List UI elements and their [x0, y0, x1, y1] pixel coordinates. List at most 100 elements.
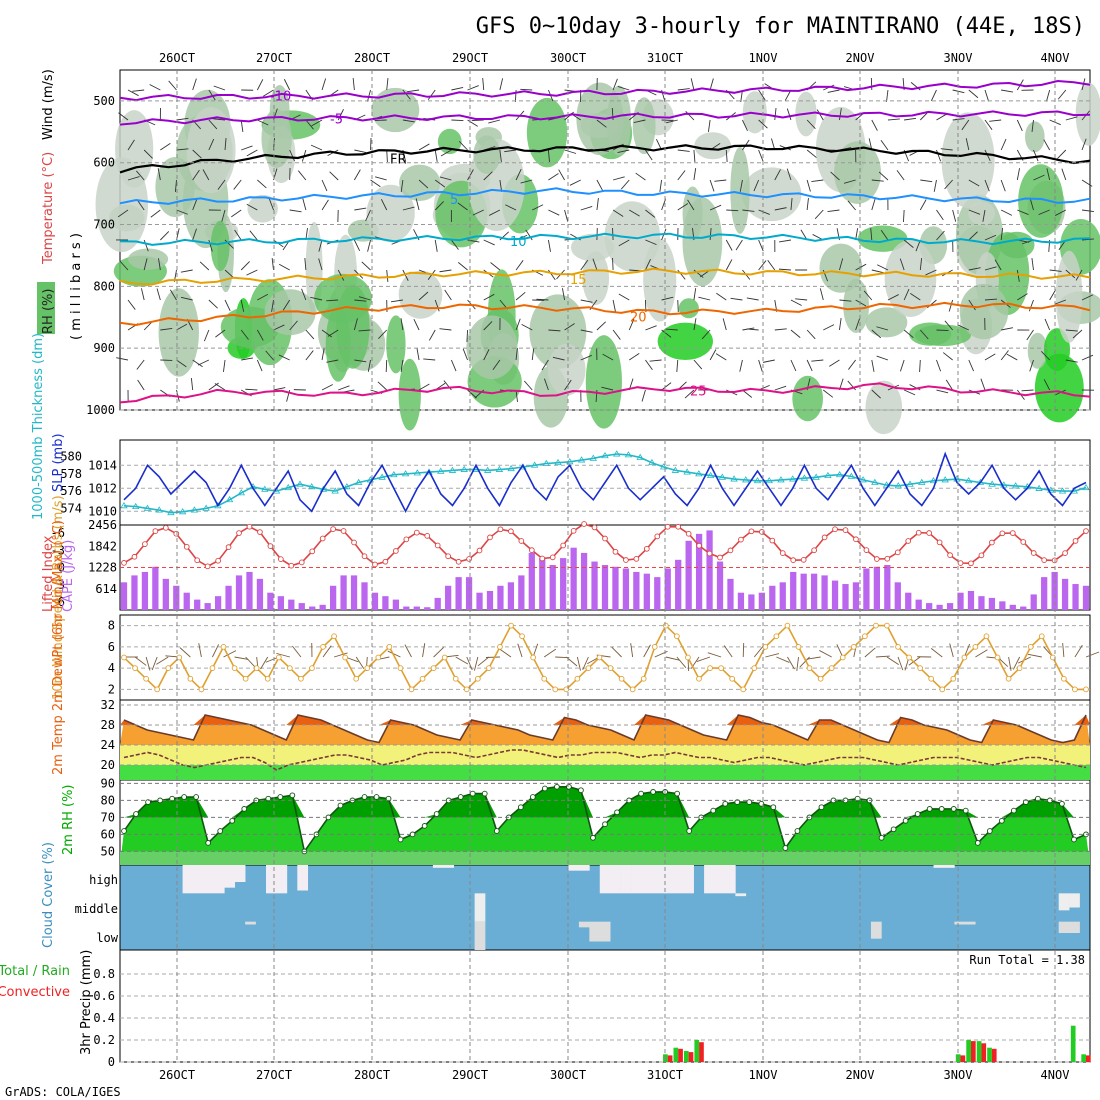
temp-ytick: 28 — [101, 718, 115, 732]
sfc-wind-barb — [499, 648, 512, 658]
wind-speed-line-marker — [1038, 633, 1045, 640]
lifted-index-line-marker — [999, 530, 1006, 537]
rh-shade-patch — [582, 251, 610, 306]
wind-barb — [596, 119, 607, 128]
cape-bar — [936, 604, 943, 610]
wind-speed-line-marker — [463, 686, 470, 693]
upper-ytick: 900 — [93, 341, 115, 355]
chart-title: GFS 0~10day 3-hourly for MAINTIRANO (44E… — [476, 14, 1085, 39]
wind-barb — [1081, 209, 1094, 213]
cloud-ytick: middle — [75, 902, 118, 916]
wind-speed-line-marker — [386, 644, 393, 650]
wind-barb — [984, 89, 990, 102]
cape-bar — [654, 577, 661, 610]
wind-barb — [1000, 179, 1006, 192]
temp-area — [120, 715, 1090, 745]
cape-ylabel-left: Lifted Index — [41, 535, 56, 612]
precip-convective-bar — [667, 1055, 673, 1062]
rh-line-marker — [578, 787, 584, 794]
wind-barb — [596, 179, 604, 191]
lifted-index-line-marker — [549, 554, 556, 561]
wind-speed-line-marker — [121, 654, 127, 661]
wind-barb — [685, 110, 695, 121]
wind-barb — [742, 119, 748, 132]
rh-shade-patch — [1027, 332, 1048, 369]
wind-barb — [677, 203, 689, 211]
lifted-index-line-marker — [225, 544, 232, 551]
cape-bar — [131, 575, 138, 610]
thickness-line-marker — [225, 495, 234, 503]
wind-barb — [1072, 329, 1083, 339]
lifted-index-line-marker — [915, 529, 922, 536]
wind-barb — [1065, 329, 1078, 332]
sfc-wind-barb — [276, 652, 290, 658]
sfc-wind-barb — [245, 656, 256, 668]
wind-speed-line-marker — [850, 644, 857, 650]
thickness-line-marker — [824, 471, 832, 478]
wind-barb — [375, 176, 387, 181]
wind-barb — [515, 260, 524, 271]
wind-barb — [118, 112, 129, 121]
rh-ytick: 60 — [101, 827, 115, 841]
sfc-wind-barb — [875, 655, 890, 658]
sfc-wind-barb — [819, 650, 832, 658]
wind-barb — [289, 209, 302, 213]
wind-barb — [1000, 228, 1004, 241]
wind-barb — [903, 209, 905, 223]
wind-speed-line-marker — [795, 644, 802, 650]
wind-barb — [904, 117, 917, 121]
thickness-line-marker — [929, 476, 938, 484]
wind-barb — [919, 359, 921, 373]
cape-bar — [926, 603, 933, 610]
wind-barb — [779, 239, 792, 243]
wind-barb — [488, 119, 501, 124]
thickness-line-marker — [390, 470, 398, 478]
rh-line-marker — [926, 806, 933, 812]
thickness-line-marker — [202, 504, 210, 511]
wind-barb — [596, 198, 599, 211]
wind-barb — [1049, 269, 1062, 272]
wind-barb — [876, 326, 889, 331]
wind-barb — [520, 179, 533, 184]
wind-speed-line-marker — [718, 665, 724, 671]
wind-barb — [618, 239, 630, 247]
wind-barb — [224, 299, 231, 312]
cape-bar — [852, 582, 860, 610]
wind-speed-line-marker — [486, 665, 492, 671]
wind-speed-line-marker — [220, 644, 227, 650]
wind-barb — [880, 139, 889, 151]
wind-speed-line-marker — [906, 654, 912, 661]
cape-bar — [633, 571, 640, 610]
wind-barb — [208, 89, 216, 101]
wind-barb — [418, 383, 430, 391]
thickness-line-marker — [530, 461, 539, 468]
wind-barb — [774, 385, 787, 391]
wind-barb — [127, 299, 136, 310]
cape-bar — [413, 606, 420, 610]
x-tick-top: 30OCT — [550, 51, 586, 65]
slp-ylabel-right: SLP (mb) — [51, 433, 66, 492]
wind-barb — [661, 119, 674, 121]
rh-line-marker — [193, 794, 200, 800]
sfc-wind-barb — [864, 647, 876, 658]
wind-barb — [119, 260, 129, 271]
wind-barb — [434, 149, 438, 162]
wind-barb — [629, 209, 640, 217]
temp-contour-label: -5 — [330, 112, 343, 127]
thickness-line-marker — [730, 475, 738, 482]
precip-convective-bar — [1086, 1055, 1091, 1062]
wind-speed-line-marker — [884, 622, 890, 629]
rh-shade-patch — [959, 283, 1009, 340]
thickness-line-marker — [354, 478, 363, 485]
wind-barb — [693, 168, 697, 181]
cape-bar — [497, 585, 504, 610]
wind-barb — [1081, 354, 1094, 361]
wind-barb — [965, 138, 970, 151]
wind-barb — [116, 357, 129, 361]
wind-speed-line-marker — [839, 654, 846, 661]
upper-air-layer: -10 -5 FR 5 10 15 20 25 500 600 700 800 900 1000 — [86, 77, 1100, 435]
sfc-wind-barb — [1008, 656, 1012, 671]
x-tick-bottom: 2NOV — [846, 1068, 875, 1082]
lifted-index-line-marker — [612, 548, 619, 555]
sfc-wind-barb — [433, 646, 444, 658]
